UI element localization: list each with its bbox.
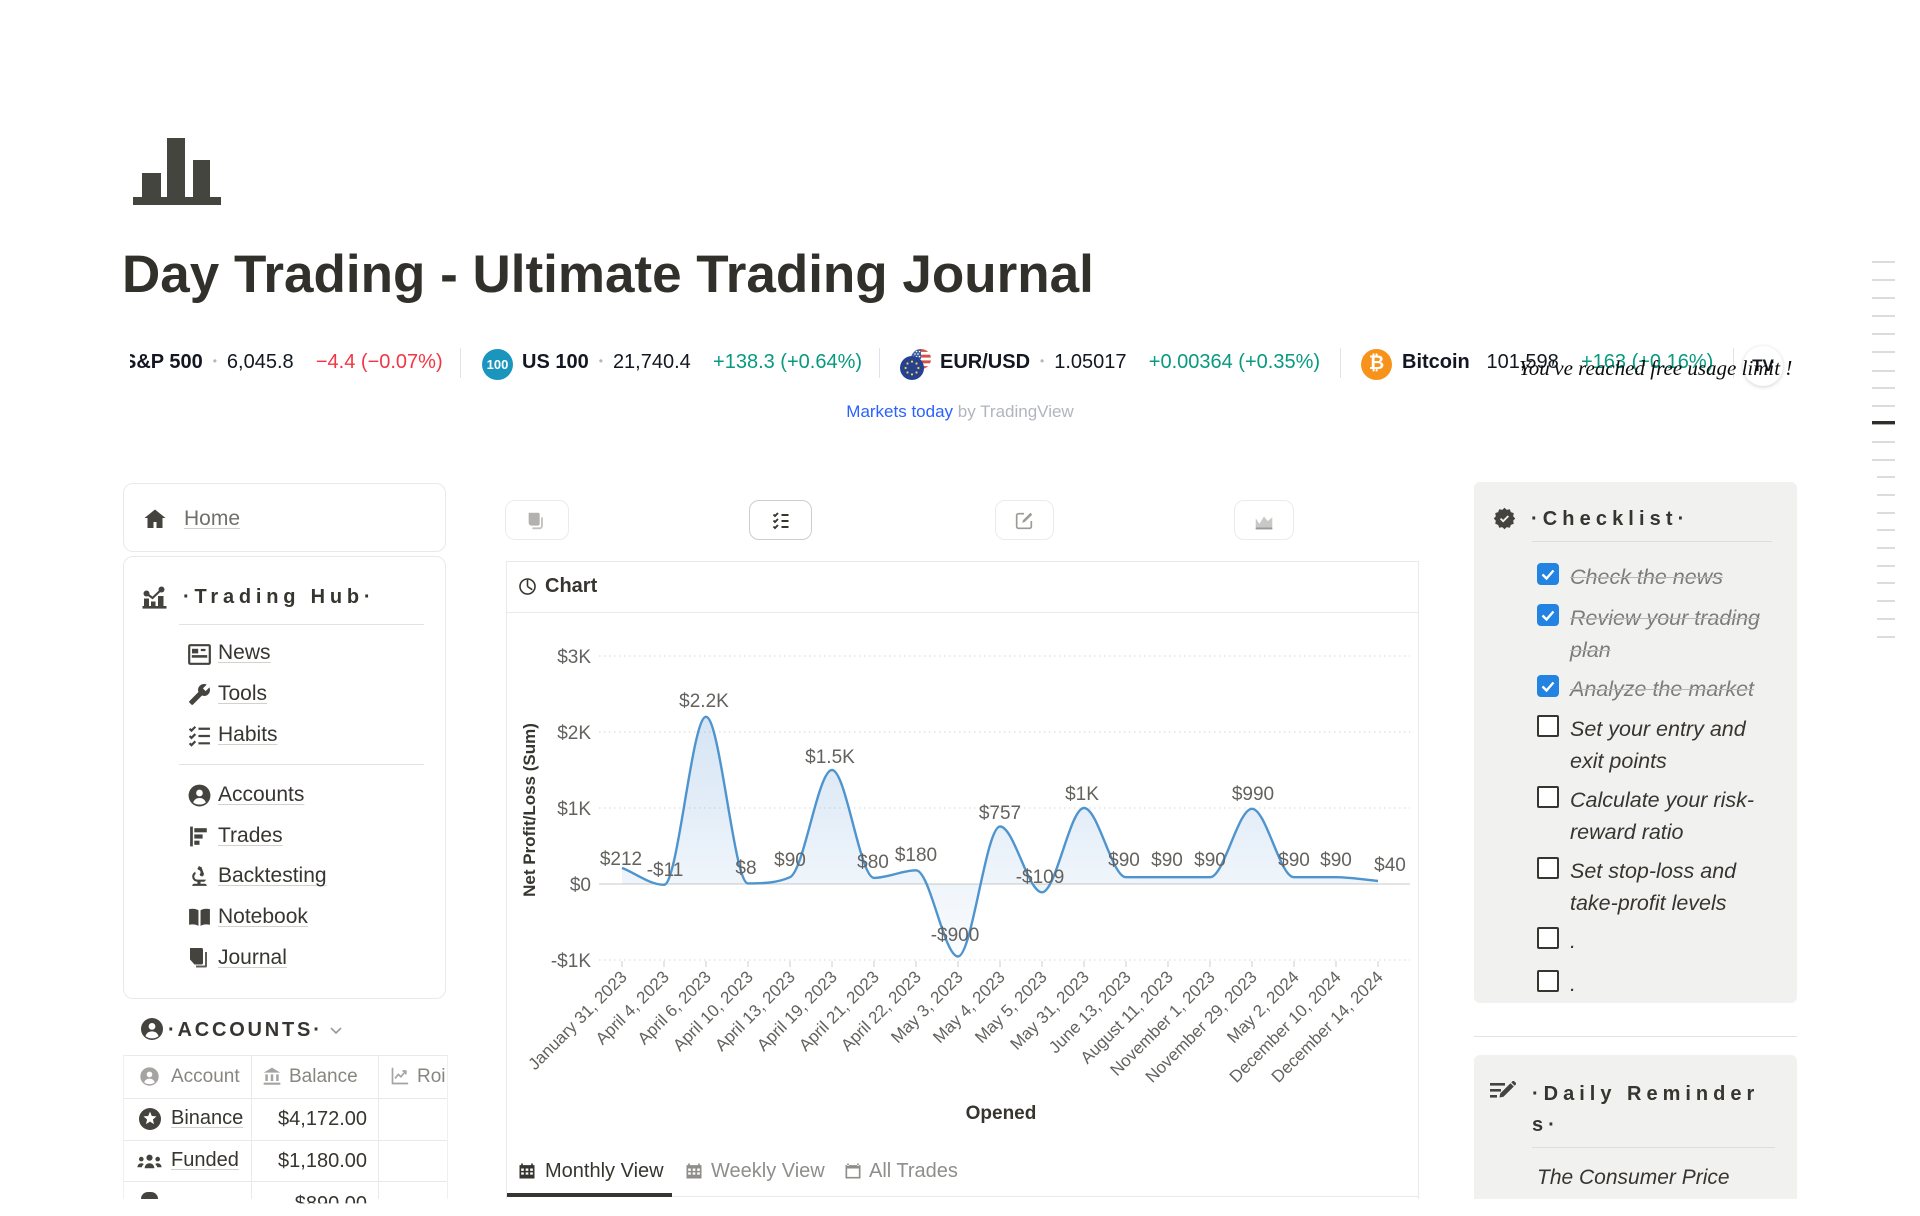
svg-text:$8: $8 <box>735 858 756 879</box>
svg-text:$2.2K: $2.2K <box>679 691 729 712</box>
svg-text:$990: $990 <box>1232 784 1274 805</box>
svg-text:$90: $90 <box>1278 850 1310 871</box>
svg-text:$90: $90 <box>774 850 806 871</box>
svg-text:$180: $180 <box>895 845 937 866</box>
svg-text:-$11: -$11 <box>647 860 684 881</box>
svg-text:-$1K: -$1K <box>551 951 591 972</box>
svg-text:$90: $90 <box>1320 850 1352 871</box>
svg-text:-$900: -$900 <box>931 925 980 946</box>
svg-text:$3K: $3K <box>557 647 591 668</box>
svg-text:$90: $90 <box>1194 850 1226 871</box>
svg-text:Net Profit/Loss (Sum): Net Profit/Loss (Sum) <box>520 723 539 897</box>
svg-text:-$109: -$109 <box>1016 867 1065 888</box>
svg-text:$90: $90 <box>1108 850 1140 871</box>
svg-text:$1K: $1K <box>1065 784 1099 805</box>
svg-text:$1K: $1K <box>557 799 591 820</box>
svg-text:$1.5K: $1.5K <box>805 747 855 768</box>
svg-text:$212: $212 <box>600 849 642 870</box>
svg-text:$80: $80 <box>857 852 889 873</box>
svg-text:$40: $40 <box>1374 855 1406 876</box>
svg-text:$2K: $2K <box>557 723 591 744</box>
svg-text:$757: $757 <box>979 803 1021 824</box>
svg-text:$90: $90 <box>1151 850 1183 871</box>
svg-text:$0: $0 <box>570 875 591 896</box>
